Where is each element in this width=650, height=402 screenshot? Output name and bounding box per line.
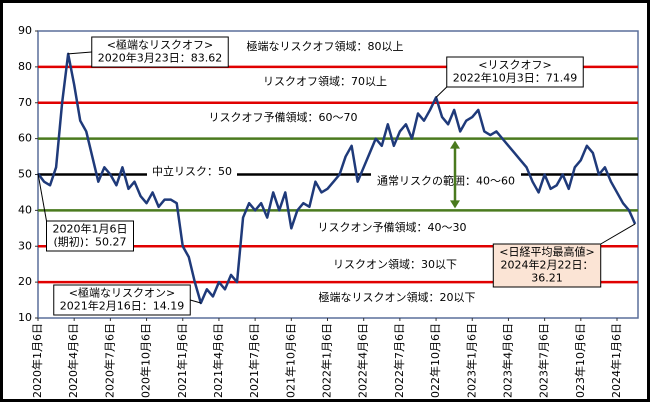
annotation-box [46,220,134,252]
x-tick-label: 2023年1月6日 [464,323,478,398]
annotation-text: <極端なリスクオフ> [107,38,213,52]
x-tick-label: 2021年10月6日 [283,323,297,402]
x-tick-label: 2020年10月6日 [139,323,153,402]
y-tick-label: 20 [18,275,32,288]
annotation-text: 2021年2月16日：14.19 [60,299,184,313]
callout-line [435,86,448,98]
label: リスクオン予備領域：40～30 [318,220,467,234]
callout-line [600,223,636,245]
annotation-text: 通常リスクの範囲：40～60 [377,174,515,188]
label: 極端なリスクオン領域：20以下 [319,290,476,304]
y-tick-label: 30 [18,239,32,252]
callout-line [37,173,47,222]
annotation-box [446,56,584,88]
label-box [258,72,392,90]
annotation-text: 2020年1月6日 [53,222,128,236]
label-box [203,108,363,126]
arrow-head [450,140,460,209]
annotation-text: <極端なリスクオン> [69,286,175,300]
label-box [241,37,409,55]
annotation-text: 2022年10月3日：71.49 [453,71,577,85]
x-tick-label: 2020年4月6日 [66,323,80,398]
y-tick-label: 50 [18,168,32,181]
x-tick-label: 2020年1月6日 [30,323,44,398]
x-tick-label: 2022年7月6日 [392,323,406,398]
annotation-text: 2020年3月23日：83.62 [98,51,222,65]
label-box [312,218,472,236]
annotation-box [492,243,602,288]
series-line [36,52,637,305]
annotation-box [371,173,521,190]
x-tick-label: 2021年7月6日 [247,323,261,398]
y-tick-label: 80 [18,60,32,73]
y-tick-label: 90 [18,24,32,37]
callout-line [190,299,201,304]
x-tick-label: 2023年7月6日 [537,323,551,398]
y-tick-label: 10 [18,311,32,324]
x-tick-label: 2022年4月6日 [356,323,370,398]
callout-line [68,51,92,55]
label: リスクオフ領域：70以上 [263,74,387,88]
x-tick-label: 2021年1月6日 [175,323,189,398]
x-tick-label: 2023年4月6日 [500,323,514,398]
label-box [147,162,237,180]
x-tick-label: 2021年4月6日 [211,323,225,398]
label: リスクオン領域：30以下 [333,257,457,271]
y-tick-label: 70 [18,96,32,109]
label: リスクオフ予備領域：60～70 [209,110,358,124]
label-box [328,255,462,273]
x-tick-label: 2022年1月6日 [320,323,334,398]
annotation-text: <日経平均最高値> [499,245,594,259]
label: 中立リスク：50 [152,164,232,178]
annotation-text: (期初)：50.27 [53,235,126,249]
x-tick-label: 2024年1月6日 [609,323,623,398]
label: 極端なリスクオフ領域：80以上 [247,39,404,53]
x-tick-label: 2022年10月6日 [428,323,442,402]
annotation-text: <リスクオフ> [478,59,551,72]
annotation-box [53,284,191,316]
x-tick-label: 2023年10月6日 [573,323,587,402]
y-tick-label: 60 [18,132,32,145]
x-tick-label: 2020年7月6日 [102,323,116,398]
label-box [313,288,481,306]
annotation-text: 2024年2月22日： [501,258,594,272]
annotation-text: 36.21 [531,272,563,285]
y-tick-label: 40 [18,203,32,216]
